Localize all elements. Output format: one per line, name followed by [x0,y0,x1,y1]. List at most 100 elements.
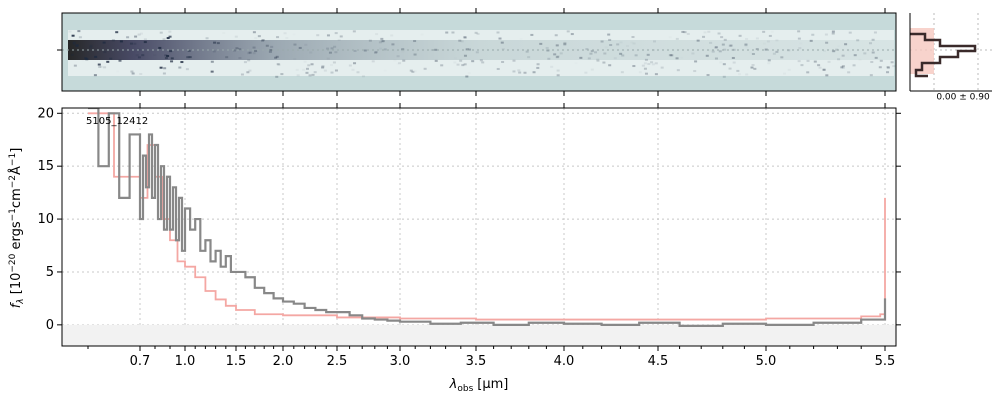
spectrum-2d-pixel [797,37,801,40]
spectrum-2d-pixel [77,30,81,33]
spectrum-2d-pixel [302,68,306,71]
spectrum-2d-pixel [809,39,813,42]
spectrum-2d-pixel [295,68,299,71]
series-layer [88,108,887,328]
spectrum-2d-pixel [886,66,890,69]
spectrum-2d-pixel [332,61,336,64]
spectrum-2d-pixel [70,53,74,56]
spectrum-2d-pixel [361,75,365,78]
spectrum-2d-pixel [162,38,166,41]
spectrum-2d-pixel [270,45,274,48]
histogram-step [910,32,977,78]
spectrum-2d-pixel [451,31,455,34]
spectrum-2d-pixel [555,44,559,47]
spectrum-2d-pixel [720,36,724,39]
spectrum-2d-pixel [822,68,826,71]
spectrum-2d-pixel [797,30,801,33]
spectrum-2d-pixel [130,70,134,73]
spectrum-2d-pixel [283,32,287,35]
spectrum-2d-pixel [683,31,687,34]
spectrum-2d-pixel [434,48,438,51]
spectrum-2d-pixel [634,54,638,57]
spectrum-2d-pixel [380,40,384,43]
spectrum-2d-pixel [188,56,192,59]
spectrum-2d-pixel [323,69,327,72]
spectrum-2d-pixel [445,31,449,34]
spectrum-2d-pixel [126,36,130,39]
spectrum-2d-pixel [869,74,873,77]
spectrum-2d-pixel [401,48,405,51]
spectrum-2d-pixel [799,42,802,44]
y-title-e4: −1 [8,153,18,166]
spectrum-2d-pixel [517,69,521,72]
spectrum-2d-pixel [848,31,852,34]
y-axis-title: fλ [10−20 ergs−1cm−2Å−1] [8,148,26,309]
spectrum-2d-pixel [304,61,307,63]
spectrum-2d-pixel [216,42,220,45]
y-title-ang: Å [8,166,24,175]
spectrum-2d-pixel [421,34,424,36]
spectrum-2d-pixel [333,61,336,63]
spectrum-2d-pixel [305,67,309,70]
spectrum-2d-pixel [886,71,890,74]
spectrum-2d-pixel [210,70,214,73]
spectrum-2d-pixel [383,48,387,51]
spectrum-2d-pixel [651,63,655,66]
spectrum-2d-pixel [749,52,752,54]
spectrum-2d-pixel [458,39,462,42]
spectrum-2d-pixel [257,35,261,38]
spectrum-2d-pixel [691,52,695,55]
spectrum-2d-pixel [738,34,742,37]
y-title-e3: −2 [8,175,18,188]
spectrum-2d-pixel [745,37,749,40]
spectrum-2d-pixel [831,32,835,35]
spectrum-2d-pixel [381,40,385,43]
spectrum-2d-pixel [109,57,113,60]
spectrum-2d-pixel [643,62,647,65]
spectrum-2d-pixel [71,53,75,56]
spectrum-2d-pixel [696,39,700,42]
spectrum-2d-pixel [252,52,256,55]
spectrum-2d-pixel [892,65,896,68]
spectrum-2d-pixel [119,40,123,43]
spectrum-2d-pixel [261,39,265,42]
spectrum-2d-pixel [869,42,873,45]
spectrum-2d-pixel [670,54,674,57]
spectrum-2d-pixel [460,40,464,43]
y-title-post: ] [9,148,24,153]
spectrum-2d-pixel [78,36,82,39]
y-tick-label: 10 [37,212,54,227]
spectrum-2d-pixel [465,48,469,51]
spectrum-2d-pixel [556,69,560,72]
spectrum-2d-pixel [396,63,399,65]
spectrum-2d-pixel [609,44,613,47]
spectrum-2d-pixel [133,42,137,45]
spectrum-2d-pixel [409,69,413,72]
spectrum-2d-pixel [296,74,300,77]
spectrum-2d-pixel [556,74,560,77]
spectrum-2d-pixel [170,60,174,63]
spectrum-2d-pixel [115,31,119,34]
spectrum-2d-pixel [589,52,593,55]
spectrum-2d-pixel [205,37,209,40]
spectrum-2d-pixel [103,66,107,69]
spectrum-2d-pixel [390,34,394,37]
spectrum-2d-pixel [402,59,406,62]
spectrum-2d-pixel [798,47,802,50]
spectrum-2d-pixel [630,41,633,43]
spectrum-2d-pixel [116,70,119,72]
spectrum-2d-pixel [137,33,141,36]
spectrum-2d-pixel [135,54,139,57]
spectrum-2d-pixel [703,31,707,34]
spectrum-2d-pixel [463,36,467,39]
spectrum-2d-pixel [356,71,360,74]
spectrum-2d-pixel [738,73,741,75]
y-axis-ticks: 0 5 10 15 20 [37,106,901,333]
y-title-e2: −1 [8,208,18,221]
spectrum-2d-pixel [783,73,786,75]
spectrum-2d-pixel [137,48,141,51]
spectrum-2d-pixel [153,54,156,56]
y-title-lam: λ [16,298,26,304]
spectrum-2d-pixel [842,67,846,70]
